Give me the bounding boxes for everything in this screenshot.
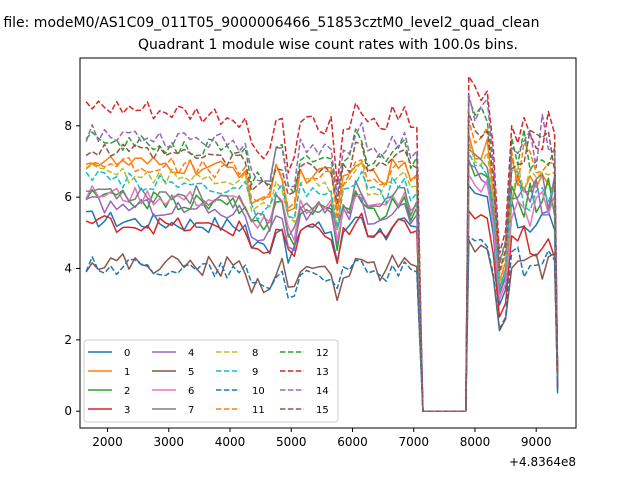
x-tick-label: 9000: [521, 435, 552, 449]
legend-label-15: 15: [316, 405, 329, 416]
series-line-13: [85, 75, 559, 412]
series-layer: [85, 75, 559, 412]
chart-title: Quadrant 1 module wise count rates with …: [138, 37, 518, 53]
x-tick-label: 6000: [337, 435, 368, 449]
x-axis-offset-label: +4.8364e8: [509, 455, 576, 469]
legend-box: [83, 339, 339, 423]
y-tick-label: 0: [64, 404, 72, 418]
series-line-5: [85, 239, 559, 412]
legend-label-10: 10: [252, 386, 265, 397]
figure-suptitle: n file: modeM0/AS1C09_011T05_9000006466_…: [0, 15, 539, 31]
legend-label-2: 2: [124, 386, 130, 397]
y-tick-label: 4: [64, 262, 72, 276]
y-tick-label: 2: [64, 333, 72, 347]
plot-frame: [79, 57, 577, 429]
legend-label-6: 6: [188, 386, 194, 397]
legend-label-12: 12: [316, 348, 329, 359]
legend-label-5: 5: [188, 367, 194, 378]
x-axis: 2000 3000 4000 5000 6000 7000 8000 9000: [92, 428, 551, 449]
legend-label-4: 4: [188, 348, 194, 359]
y-axis: 0 2 4 6 8: [64, 119, 80, 418]
series-line-11: [85, 119, 559, 412]
x-tick-label: 8000: [460, 435, 491, 449]
legend-label-0: 0: [124, 348, 130, 359]
legend-label-13: 13: [316, 367, 329, 378]
x-tick-label: 7000: [398, 435, 429, 449]
x-tick-label: 3000: [154, 435, 185, 449]
series-line-7: [86, 148, 559, 412]
legend-label-8: 8: [252, 348, 258, 359]
x-tick-label: 4000: [215, 435, 246, 449]
y-tick-label: 8: [64, 119, 72, 133]
series-line-8: [85, 141, 559, 412]
legend-label-1: 1: [124, 367, 130, 378]
x-tick-label: 5000: [276, 435, 307, 449]
y-tick-label: 6: [64, 190, 72, 204]
series-line-15: [85, 112, 559, 412]
legend-label-3: 3: [124, 405, 130, 416]
series-line-9: [85, 152, 559, 412]
legend-label-14: 14: [316, 386, 329, 397]
series-line-2: [85, 159, 559, 412]
series-line-10: [85, 235, 559, 412]
legend-label-11: 11: [252, 405, 265, 416]
series-line-14: [85, 93, 559, 412]
series-line-3: [85, 210, 559, 412]
x-tick-label: 2000: [92, 435, 123, 449]
legend-label-7: 7: [188, 405, 194, 416]
legend-label-9: 9: [252, 367, 258, 378]
series-line-6: [85, 173, 559, 412]
series-line-12: [85, 97, 559, 412]
